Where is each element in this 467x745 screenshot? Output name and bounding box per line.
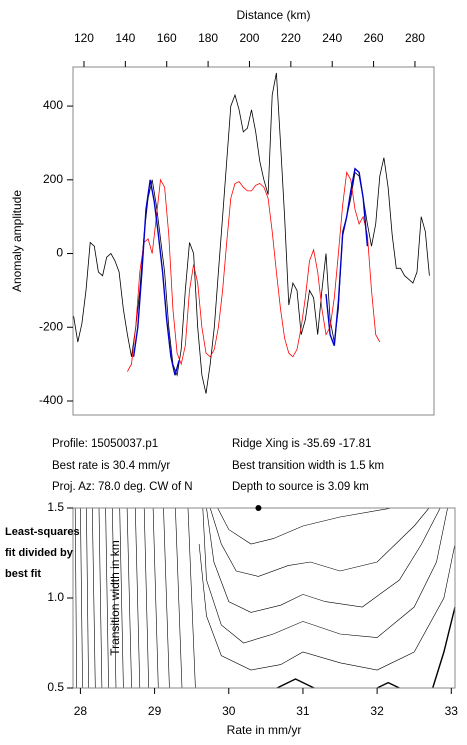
contour-line <box>376 681 400 689</box>
y-tick-label: -400 <box>39 393 63 407</box>
contour-line <box>163 507 170 689</box>
contour-line <box>119 507 124 689</box>
y-tick-label: 0.5 <box>47 680 64 694</box>
x-axis-label: Distance (km) <box>236 8 310 22</box>
x-axis-label: Rate in mm/yr <box>227 723 302 737</box>
contour-line <box>432 606 456 689</box>
side-label: Least-squares <box>5 526 80 538</box>
contour-line <box>152 507 159 689</box>
contour-line <box>135 507 141 689</box>
contour-line <box>206 507 441 613</box>
data-line <box>73 72 430 394</box>
x-tick-label: 120 <box>74 31 94 45</box>
contour-line <box>202 507 448 644</box>
info-text: Ridge Xing is -35.69 -17.81 <box>232 438 371 450</box>
y-tick-label: 1.5 <box>47 500 64 514</box>
info-text: Best rate is 30.4 mm/yr <box>52 460 170 472</box>
info-text: Profile: 15050037.p1 <box>52 438 158 450</box>
contour-line <box>105 507 109 689</box>
x-tick-label: 160 <box>157 31 177 45</box>
best-fit-point <box>255 505 262 511</box>
y-tick-label: 1.0 <box>47 590 64 604</box>
plot-frame <box>72 66 435 416</box>
y-tick-label: -200 <box>39 319 63 333</box>
info-text: Best transition width is 1.5 km <box>232 460 384 472</box>
contour-line <box>217 507 393 545</box>
y-tick-label: 400 <box>43 98 63 112</box>
data-line <box>325 167 369 346</box>
contour-line <box>80 507 83 689</box>
y-axis-label: Transition width in km <box>108 540 122 656</box>
x-tick-label: 200 <box>239 31 259 45</box>
contour-line <box>92 507 96 689</box>
x-tick-label: 280 <box>405 31 425 45</box>
contour-line <box>209 507 430 577</box>
side-label: best fit <box>5 568 41 580</box>
x-tick-label: 240 <box>322 31 342 45</box>
side-label: fit divided by <box>5 547 74 559</box>
x-tick-label: 180 <box>198 31 218 45</box>
y-tick-label: 0 <box>56 246 63 260</box>
contour-line <box>126 507 132 689</box>
plot-frame <box>72 507 456 689</box>
contour-line <box>187 507 196 689</box>
contour-line <box>276 678 315 689</box>
x-tick-label: 29 <box>148 704 162 718</box>
x-tick-label: 28 <box>74 704 88 718</box>
x-tick-label: 30 <box>222 704 236 718</box>
contour-line <box>112 507 117 689</box>
info-text: Proj. Az: 78.0 deg. CW of N <box>52 481 193 493</box>
x-tick-label: 32 <box>370 704 384 718</box>
y-tick-label: 200 <box>43 172 63 186</box>
contour-line <box>198 543 456 671</box>
x-tick-label: 220 <box>281 31 301 45</box>
contour-line <box>74 507 77 689</box>
x-tick-label: 260 <box>364 31 384 45</box>
y-axis-label: Anomaly amplitude <box>10 190 24 292</box>
contour-line <box>86 507 89 689</box>
data-line <box>132 179 180 376</box>
data-line <box>127 171 381 372</box>
info-text: Depth to source is 3.09 km <box>232 481 369 493</box>
contour-line <box>143 507 149 689</box>
contour-line <box>98 507 103 689</box>
x-tick-label: 33 <box>445 704 459 718</box>
contour-line <box>175 507 183 689</box>
x-tick-label: 31 <box>296 704 310 718</box>
x-tick-label: 140 <box>115 31 135 45</box>
